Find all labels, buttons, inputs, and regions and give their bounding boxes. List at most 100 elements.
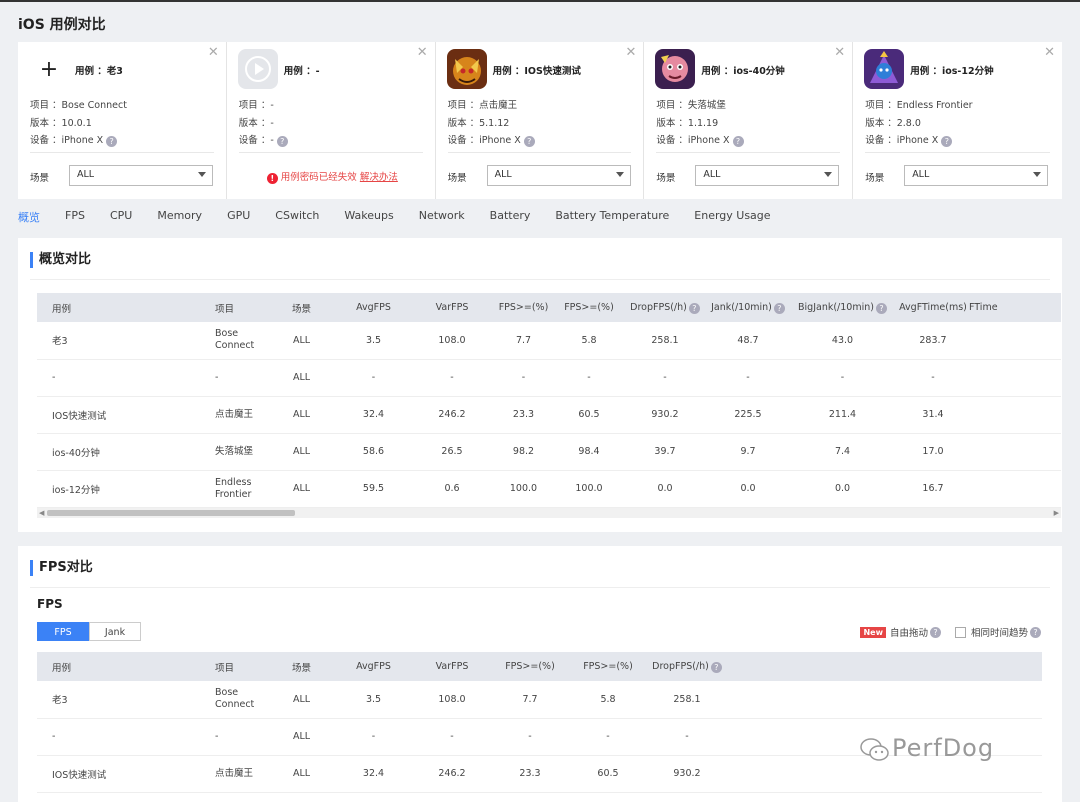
help-icon[interactable]: ?	[929, 626, 941, 638]
column-header[interactable]: 项目	[200, 293, 269, 322]
help-icon[interactable]: ?	[710, 661, 722, 673]
tab-fps[interactable]: FPS	[65, 209, 85, 222]
column-header[interactable]: DropFPS(/h)?	[647, 652, 727, 681]
column-header[interactable]: VarFPS	[413, 293, 491, 322]
table-cell: -	[556, 359, 622, 397]
table-cell: 失落城堡	[200, 433, 269, 471]
help-icon[interactable]: ?	[523, 136, 535, 147]
tab-energy-usage[interactable]: Energy Usage	[694, 209, 771, 222]
table-cell: 7.7	[491, 681, 569, 719]
toggle-fps[interactable]: FPS	[37, 622, 89, 641]
tab-gpu[interactable]: GPU	[227, 209, 251, 222]
free-drag-label[interactable]: 自由拖动	[889, 628, 928, 639]
column-header[interactable]: BigJank(/10min)?	[788, 293, 897, 322]
tab-cpu[interactable]: CPU	[109, 209, 133, 222]
column-header[interactable]: DropFPS(/h)?	[622, 293, 708, 322]
tab-battery[interactable]: Battery	[489, 209, 531, 222]
close-icon[interactable]: ✕	[834, 45, 846, 60]
table-cell: 3.5	[334, 681, 413, 719]
help-icon[interactable]: ?	[1030, 626, 1041, 638]
scene-select[interactable]: ALL	[69, 165, 213, 186]
table-cell: 16.7	[897, 470, 969, 508]
chevron-down-icon	[824, 172, 833, 177]
column-header[interactable]: FPS>=(%)	[556, 293, 622, 322]
column-header[interactable]: 场景	[269, 652, 334, 681]
horizontal-scrollbar[interactable]: ◀ ▶	[37, 508, 1061, 518]
column-header[interactable]: Jank(/10min)?	[708, 293, 788, 322]
column-header[interactable]: FPS>=(%)	[569, 652, 647, 681]
table-row[interactable]: IOS快速测试 点击魔王 ALL 32.4 246.2 23.3 60.5 930.2	[37, 755, 1042, 793]
table-cell: 点击魔王	[200, 755, 269, 793]
help-icon[interactable]: ?	[941, 136, 953, 147]
chevron-down-icon	[198, 172, 206, 177]
column-header[interactable]: AvgFPS	[334, 652, 413, 681]
table-cell: -	[491, 718, 569, 756]
table-cell	[969, 396, 1061, 434]
scroll-left-icon[interactable]: ◀	[39, 509, 45, 517]
close-icon[interactable]: ✕	[625, 45, 637, 60]
column-header[interactable]: 场景	[269, 293, 334, 322]
close-icon[interactable]: ✕	[416, 45, 428, 60]
fps-panel: FPS对比 FPS FPS Jank New 自由拖动 ? 相同时间趋势 ? 用…	[18, 546, 1062, 802]
scrollbar-thumb[interactable]	[47, 510, 295, 516]
table-cell: Endless Frontier	[200, 470, 269, 508]
case-version: 版本 ：5.1.12	[447, 117, 510, 129]
tab-overview[interactable]: 概览	[18, 211, 40, 224]
tab-memory[interactable]: Memory	[157, 209, 203, 222]
case-project: 项目 ：Bose Connect	[30, 100, 127, 111]
chart-options: New 自由拖动 ? 相同时间趋势 ?	[860, 625, 1041, 639]
table-row[interactable]: - - ALL - - - - -	[37, 718, 1042, 756]
column-header[interactable]: VarFPS	[413, 652, 491, 681]
chevron-down-icon	[1033, 172, 1042, 177]
scene-select[interactable]: ALL	[486, 165, 631, 186]
table-cell: 211.4	[788, 396, 897, 434]
tab-battery-temperature[interactable]: Battery Temperature	[555, 209, 670, 222]
column-header[interactable]: FPS>=(%)	[491, 652, 569, 681]
plus-icon[interactable]: +	[39, 56, 59, 82]
table-cell: ALL	[269, 470, 334, 508]
overview-table: 用例 项目 场景 AvgFPS VarFPS FPS>=(%) FPS>=(%) DropFP…	[37, 293, 1061, 508]
close-icon[interactable]: ✕	[1044, 45, 1055, 60]
table-cell: 0.6	[413, 470, 491, 508]
fix-link[interactable]: 解决办法	[359, 172, 398, 183]
help-icon[interactable]: ?	[688, 302, 700, 314]
table-cell: 58.6	[334, 433, 413, 471]
table-row[interactable]: 老3 Bose Connect ALL 3.5 108.0 7.7 5.8 258.1 48.7…	[37, 322, 1061, 360]
column-header[interactable]: FPS>=(%)	[491, 293, 556, 322]
table-cell: ios-12分钟	[37, 470, 200, 508]
toggle-jank[interactable]: Jank	[89, 622, 141, 641]
help-icon[interactable]: ?	[106, 136, 118, 147]
column-header[interactable]: 用例	[37, 293, 200, 322]
table-cell: -	[647, 718, 727, 756]
tab-cswitch[interactable]: CSwitch	[275, 209, 320, 222]
help-icon[interactable]: ?	[276, 136, 288, 147]
scene-select[interactable]: ALL	[904, 165, 1049, 186]
table-row[interactable]: 老3 Bose Connect ALL 3.5 108.0 7.7 5.8 258.1	[37, 681, 1042, 719]
table-cell: 32.4	[334, 755, 413, 793]
table-row[interactable]: ios-40分钟 失落城堡 ALL 58.6 26.5 98.2 98.4 39.7 9.7 7.…	[37, 433, 1061, 471]
column-header[interactable]: AvgFPS	[334, 293, 413, 322]
column-header[interactable]: AvgFTime(ms)	[897, 293, 969, 322]
help-icon[interactable]: ?	[732, 136, 744, 147]
new-badge: New	[860, 626, 886, 638]
scroll-right-icon[interactable]: ▶	[1053, 509, 1059, 517]
column-header[interactable]: 用例	[37, 652, 200, 681]
table-cell: -	[788, 359, 897, 397]
close-icon[interactable]: ✕	[207, 45, 219, 60]
table-cell: 60.5	[556, 396, 622, 434]
table-row[interactable]: ios-12分钟 Endless Frontier ALL 59.5 0.6 100.0 1…	[37, 470, 1061, 508]
help-icon[interactable]: ?	[875, 302, 887, 314]
table-cell: Bose Connect	[200, 681, 269, 719]
tab-network[interactable]: Network	[418, 209, 465, 222]
table-cell: 108.0	[413, 322, 491, 360]
tab-wakeups[interactable]: Wakeups	[344, 209, 394, 222]
table-row[interactable]: - - ALL - - - - - - - -	[37, 359, 1061, 397]
column-header[interactable]: 项目	[200, 652, 269, 681]
same-time-checkbox[interactable]	[954, 626, 966, 638]
scene-select[interactable]: ALL	[695, 165, 840, 186]
case-card: ✕ 用例 ：- 项目 ：- 版本 ：- 设备 ：-? ! 用例密码已经失效 解决办…	[227, 42, 436, 199]
table-row[interactable]: IOS快速测试 点击魔王 ALL 32.4 246.2 23.3 60.5 930.2 225.…	[37, 396, 1061, 434]
help-icon[interactable]: ?	[773, 302, 785, 314]
table-cell: 0.0	[788, 470, 897, 508]
column-header[interactable]: FTime	[969, 293, 1061, 322]
